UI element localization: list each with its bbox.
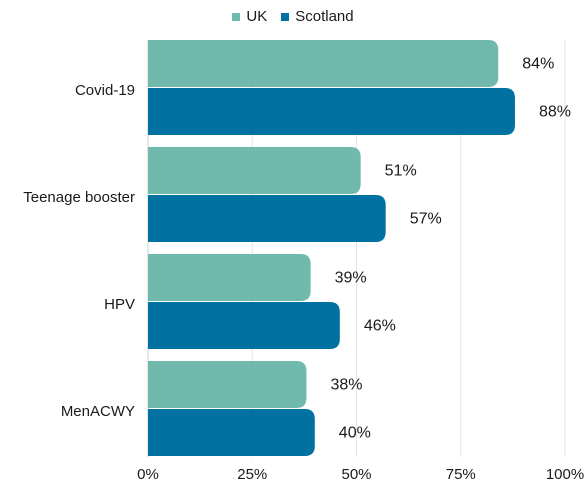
legend-swatch-scotland — [281, 12, 290, 21]
bar-scotland — [148, 409, 315, 456]
legend-item-uk: UK — [232, 8, 267, 25]
data-label: 51% — [385, 163, 417, 180]
legend-label-scotland: Scotland — [295, 8, 354, 25]
x-tick-label: 50% — [341, 466, 371, 481]
legend-swatch-uk — [232, 12, 241, 21]
data-label: 38% — [330, 377, 362, 394]
data-label: 84% — [522, 56, 554, 73]
x-tick-label: 75% — [446, 466, 476, 481]
data-label: 46% — [364, 318, 396, 335]
bar-scotland — [148, 302, 340, 349]
x-tick-label: 100% — [546, 466, 584, 481]
bar-uk — [148, 254, 311, 301]
category-label: HPV — [104, 296, 135, 313]
legend-label-uk: UK — [246, 8, 268, 25]
category-label: Covid-19 — [75, 82, 135, 99]
x-tick-label: 25% — [237, 466, 267, 481]
legend: UK Scotland — [0, 8, 586, 25]
legend-item-scotland: Scotland — [281, 8, 354, 25]
data-label: 88% — [539, 104, 571, 121]
data-label: 39% — [335, 270, 367, 287]
bar-uk — [148, 361, 307, 408]
category-label: MenACWY — [61, 403, 135, 420]
x-tick-label: 0% — [137, 466, 159, 481]
category-label: Teenage booster — [23, 189, 135, 206]
data-label: 40% — [339, 425, 371, 442]
data-label: 57% — [410, 211, 442, 228]
bar-scotland — [148, 195, 386, 242]
bar-uk — [148, 40, 499, 87]
bar-uk — [148, 147, 361, 194]
bar-scotland — [148, 88, 515, 135]
